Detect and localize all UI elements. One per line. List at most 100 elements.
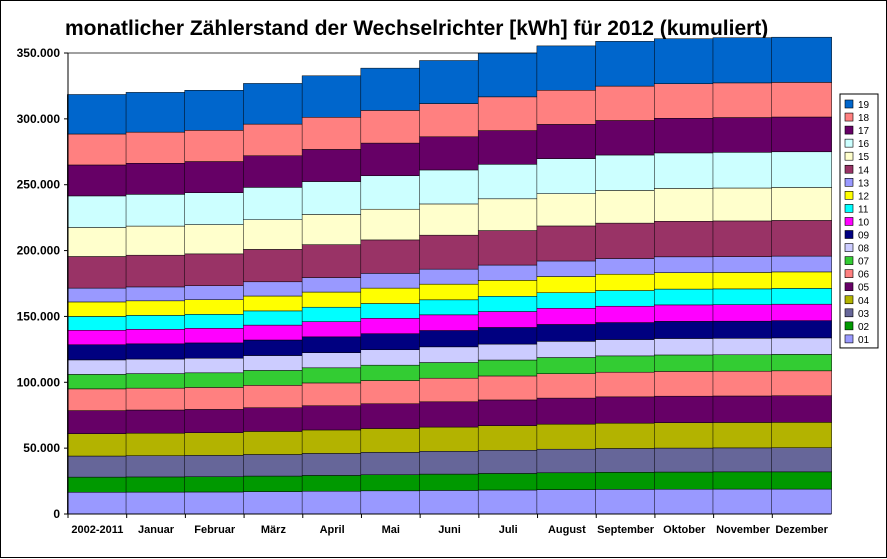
bar-segment-12 [771, 271, 832, 289]
bar-segment-08 [67, 359, 128, 375]
bar-segment-11 [595, 290, 656, 307]
bar-segment-15 [595, 190, 656, 224]
bar-segment-17 [301, 149, 363, 182]
bar-segment-03 [67, 455, 128, 478]
bar-segment-07 [595, 355, 656, 373]
bar-segment-16 [419, 169, 480, 205]
bar-segment-16 [536, 158, 598, 194]
bar-segment-04 [125, 432, 187, 456]
bar-segment-02 [67, 476, 128, 493]
bar-segment-01 [771, 488, 832, 515]
bar-segment-08 [654, 338, 715, 356]
bar-segment-09 [125, 343, 187, 360]
legend-label-14: 14 [858, 165, 870, 176]
x-tick-label: Dezember [775, 524, 828, 536]
bar-segment-12 [595, 273, 656, 291]
bar-segment-01 [595, 489, 656, 515]
bar-segment-08 [712, 338, 774, 356]
bar-segment-05 [360, 403, 422, 429]
bar-segment-06 [771, 370, 832, 396]
bar-segment-06 [243, 385, 304, 408]
bar-segment-02 [243, 475, 304, 492]
bar-segment-04 [771, 422, 832, 448]
bar-segment-13 [712, 256, 774, 273]
legend-swatch-16 [844, 138, 854, 148]
bar-segment-19 [771, 36, 832, 83]
bar-segment-14 [125, 254, 187, 288]
bar-segment-12 [184, 299, 245, 315]
bar-segment-03 [595, 448, 656, 473]
bar-segment-04 [301, 429, 363, 454]
bar-segment-10 [360, 318, 422, 334]
bar-segment-05 [654, 395, 715, 423]
legend-label-10: 10 [858, 217, 870, 228]
bar-segment-17 [712, 117, 774, 153]
bar-segment-16 [184, 192, 245, 225]
legend-label-08: 08 [858, 244, 870, 255]
bar-segment-10 [125, 329, 187, 345]
bar-segment-15 [67, 227, 128, 257]
bar-segment-19 [477, 52, 539, 98]
bar-segment-19 [360, 67, 422, 111]
bar-segment-18 [67, 133, 128, 166]
bar-segment-01 [360, 490, 422, 515]
bar-segment-11 [301, 306, 363, 322]
bar-segment-13 [125, 286, 187, 302]
bar-segment-04 [419, 426, 480, 452]
legend-swatch-06 [844, 269, 854, 278]
legend-swatch-19 [844, 99, 854, 109]
bar-segment-15 [125, 225, 187, 256]
legend-swatch-02 [844, 321, 854, 331]
bar-segment-08 [419, 346, 480, 363]
bar-segment-11 [477, 296, 539, 312]
bar-segment-14 [654, 221, 715, 258]
bar-segment-08 [184, 357, 245, 374]
bar-segment-13 [595, 258, 656, 275]
bar-segment-15 [301, 214, 363, 245]
bar-segment-07 [712, 354, 774, 372]
bar-segment-06 [419, 377, 480, 403]
bar-segment-10 [301, 321, 363, 338]
bar-segment-01 [419, 490, 480, 515]
legend-label-12: 12 [858, 191, 870, 202]
bar-segment-18 [301, 117, 363, 150]
bar-segment-16 [712, 152, 774, 189]
bar-segment-14 [67, 256, 128, 289]
bar-segment-16 [243, 187, 304, 221]
bar-segment-01 [243, 491, 304, 515]
bar-segment-03 [125, 455, 187, 478]
bar-segment-02 [712, 471, 774, 490]
bar-segment-03 [771, 447, 832, 473]
bar-segment-17 [477, 130, 539, 165]
bar-segment-05 [419, 401, 480, 428]
bar-segment-09 [419, 330, 480, 348]
x-tick-label: 2002-2011 [71, 524, 123, 536]
bar-segment-02 [301, 475, 363, 492]
x-tick-label: Oktober [663, 524, 706, 536]
bar-segment-11 [536, 292, 598, 309]
bar-segment-14 [477, 230, 539, 266]
bar-segment-07 [419, 362, 480, 379]
bar-segment-18 [125, 131, 187, 164]
bar-segment-11 [419, 299, 480, 316]
bar-segment-06 [654, 371, 715, 397]
bar-segment-16 [360, 175, 422, 210]
legend-swatch-11 [844, 204, 854, 213]
bar-segment-19 [419, 60, 480, 104]
bar-segment-14 [536, 225, 598, 262]
bar-segment-09 [771, 320, 832, 339]
legend-label-02: 02 [858, 322, 870, 333]
x-tick-label: Februar [194, 524, 236, 536]
bar-segment-19 [301, 75, 363, 118]
legend-label-03: 03 [858, 309, 870, 320]
bar-segment-17 [360, 142, 422, 177]
bar-segment-12 [536, 276, 598, 293]
bar-segment-02 [536, 472, 598, 490]
legend: 19 18 17 16 15 14 13 12 11 10 09 08 07 06 05 04 03 02 01 [839, 93, 879, 349]
legend-label-17: 17 [858, 126, 870, 137]
bar-segment-10 [477, 311, 539, 328]
bar-segment-06 [477, 375, 539, 401]
bar-segment-19 [595, 41, 656, 87]
y-tick-label: 100.000 [17, 375, 61, 389]
